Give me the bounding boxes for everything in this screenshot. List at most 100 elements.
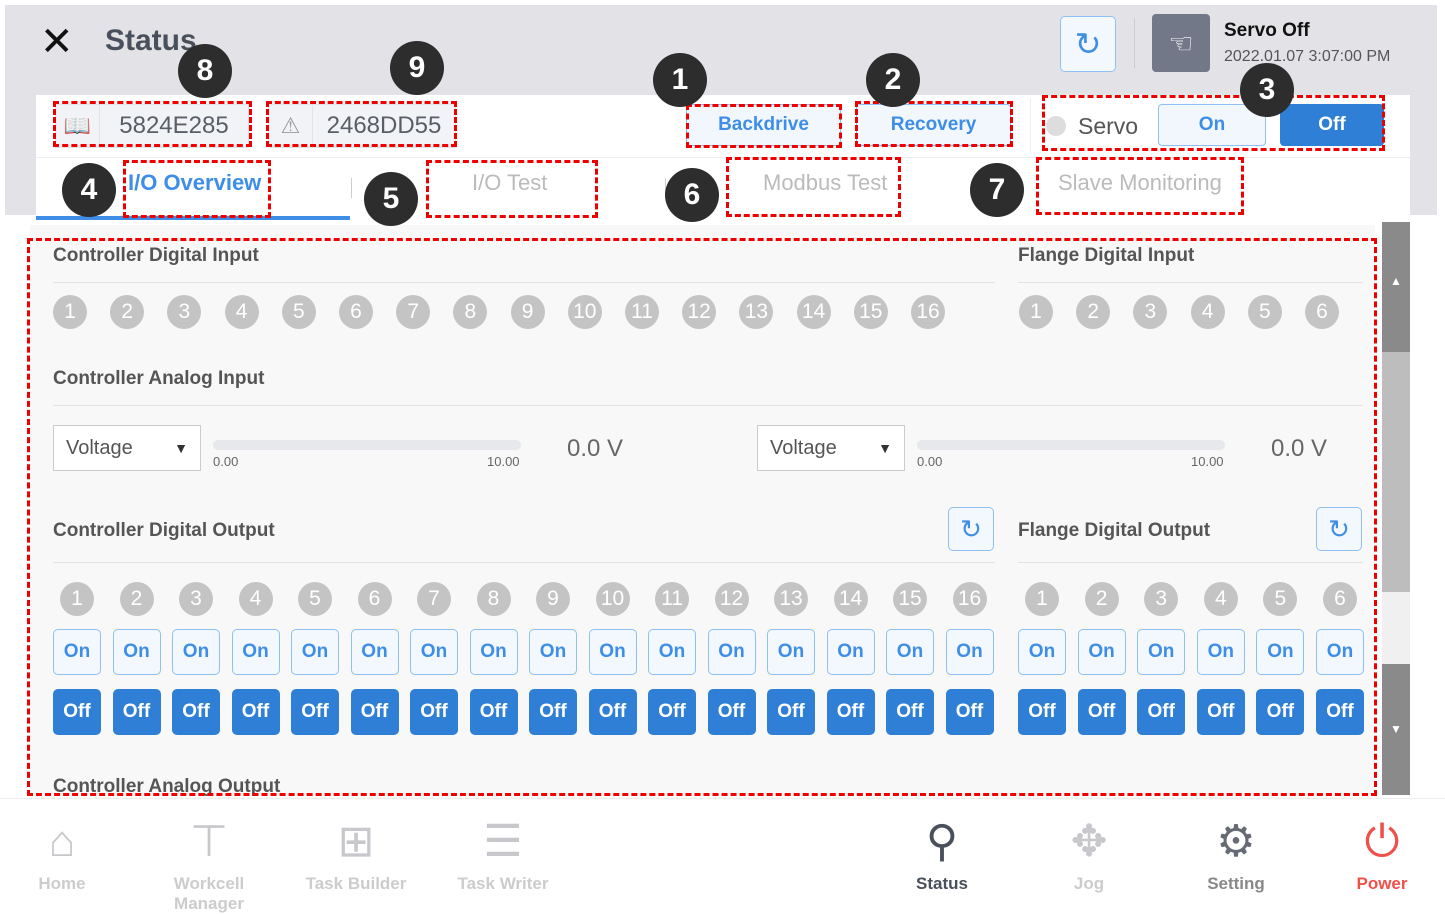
controller-output-off-button[interactable]: Off	[529, 689, 577, 735]
book-icon: 📖	[56, 105, 100, 147]
refresh-button[interactable]: ↻	[1060, 16, 1116, 72]
flange-output-on-button[interactable]: On	[1316, 629, 1364, 675]
controller-output-on-button[interactable]: On	[826, 629, 875, 675]
controller-output-indicator: 12	[714, 582, 749, 616]
controller-output-off-button[interactable]: Off	[291, 689, 339, 735]
flange-output-indicator: 5	[1263, 582, 1298, 616]
range-min: 0.00	[213, 454, 239, 469]
reset-controller-output-button[interactable]: ↻	[948, 507, 994, 551]
reset-flange-output-button[interactable]: ↻	[1316, 507, 1362, 551]
controller-output-off-button[interactable]: Off	[469, 689, 518, 735]
close-icon[interactable]: ✕	[40, 20, 74, 64]
scroll-up-button[interactable]: ▲	[1382, 222, 1410, 352]
flange-output-on-button[interactable]: On	[1077, 629, 1126, 675]
tab-slave-monitoring[interactable]: Slave Monitoring	[1058, 170, 1222, 195]
nav-status[interactable]: ⚲ Status	[872, 810, 1012, 894]
divider	[351, 178, 352, 198]
flange-output-off-button[interactable]: Off	[1196, 689, 1245, 735]
digital-input-indicator: 4	[224, 295, 259, 329]
analog-mode-select[interactable]: Voltage ▼	[53, 425, 201, 471]
select-value: Voltage	[66, 436, 133, 459]
controller-output-indicator: 7	[417, 582, 451, 616]
servo-off-button[interactable]: Off	[1280, 104, 1384, 146]
tab-io-test[interactable]: I/O Test	[472, 170, 548, 195]
select-value: Voltage	[770, 436, 837, 459]
backdrive-button[interactable]: Backdrive	[686, 104, 841, 146]
controller-output-on-button[interactable]: On	[945, 629, 994, 675]
arrow-down-icon: ▼	[1390, 722, 1402, 736]
controller-output-on-button[interactable]: On	[112, 629, 161, 675]
controller-output-off-button[interactable]: Off	[53, 689, 101, 735]
annotation-box	[266, 101, 457, 147]
nav-home[interactable]: ⌂ Home	[0, 810, 132, 894]
flange-output-on-button[interactable]: On	[1018, 629, 1066, 675]
controller-output-off-button[interactable]: Off	[112, 689, 161, 735]
tab-io-overview[interactable]: I/O Overview	[128, 170, 262, 195]
tab-modbus-test[interactable]: Modbus Test	[763, 170, 888, 195]
controller-output-off-button[interactable]: Off	[826, 689, 875, 735]
nav-label: Task Writer	[457, 874, 549, 893]
controller-output-off-button[interactable]: Off	[231, 689, 280, 735]
controller-output-on-button[interactable]: On	[707, 629, 756, 675]
controller-output-off-button[interactable]: Off	[707, 689, 756, 735]
servo-indicator	[1046, 116, 1066, 136]
controller-output-off-button[interactable]: Off	[172, 689, 220, 735]
controller-output-off-button[interactable]: Off	[886, 689, 934, 735]
controller-output-on-button[interactable]: On	[767, 629, 815, 675]
controller-output-off-button[interactable]: Off	[410, 689, 458, 735]
controller-output-indicator: 14	[833, 582, 868, 616]
scrollbar[interactable]: ▲ ▼	[1382, 222, 1410, 795]
flange-output-indicator: 2	[1084, 582, 1119, 616]
flange-output-on-button[interactable]: On	[1256, 629, 1305, 675]
flange-output-on-button[interactable]: On	[1137, 629, 1186, 675]
nav-setting[interactable]: ⚙ Setting	[1166, 810, 1306, 894]
controller-output-on-button[interactable]: On	[231, 629, 280, 675]
controller-output-off-button[interactable]: Off	[350, 689, 399, 735]
flange-input-indicator: 1	[1019, 295, 1053, 329]
nav-jog[interactable]: ✥ Jog	[1019, 810, 1159, 894]
section-title: Flange Digital Output	[1018, 520, 1211, 541]
annotation-badge: 9	[390, 41, 444, 95]
flange-input-indicator: 6	[1305, 295, 1339, 329]
scroll-down-button[interactable]: ▼	[1382, 664, 1410, 795]
controller-output-indicator: 11	[655, 582, 689, 616]
flange-input-indicator: 2	[1076, 295, 1111, 329]
digital-input-indicator: 5	[281, 295, 316, 329]
nav-task-writer[interactable]: ☰ Task Writer	[433, 810, 573, 894]
controller-output-off-button[interactable]: Off	[945, 689, 994, 735]
gear-icon: ⚙	[1216, 817, 1256, 866]
flange-output-off-button[interactable]: Off	[1256, 689, 1305, 735]
status-icon: ⚲	[925, 817, 959, 866]
nav-task-builder[interactable]: ⊞ Task Builder	[286, 810, 426, 894]
controller-output-on-button[interactable]: On	[291, 629, 339, 675]
controller-output-on-button[interactable]: On	[350, 629, 399, 675]
controller-output-on-button[interactable]: On	[53, 629, 101, 675]
recovery-button[interactable]: Recovery	[856, 104, 1011, 146]
controller-output-on-button[interactable]: On	[588, 629, 637, 675]
nav-workcell-manager[interactable]: ⊤ Workcell Manager	[139, 810, 279, 914]
controller-output-on-button[interactable]: On	[172, 629, 220, 675]
nav-power[interactable]: ⏻ Power	[1312, 810, 1445, 894]
controller-output-off-button[interactable]: Off	[648, 689, 696, 735]
id-box-1: 📖 5824E285	[55, 104, 249, 148]
controller-output-on-button[interactable]: On	[886, 629, 934, 675]
flange-output-off-button[interactable]: Off	[1077, 689, 1126, 735]
controller-output-off-button[interactable]: Off	[588, 689, 637, 735]
annotation-box	[855, 101, 1013, 147]
workcell-icon: ⊤	[189, 817, 229, 866]
controller-output-on-button[interactable]: On	[529, 629, 577, 675]
controller-output-on-button[interactable]: On	[469, 629, 518, 675]
flange-output-on-button[interactable]: On	[1196, 629, 1245, 675]
flange-output-off-button[interactable]: Off	[1137, 689, 1186, 735]
servo-on-button[interactable]: On	[1158, 104, 1266, 146]
controller-output-on-button[interactable]: On	[410, 629, 458, 675]
scroll-thumb[interactable]	[1382, 352, 1410, 592]
controller-output-indicator: 4	[238, 582, 273, 616]
analog-mode-select[interactable]: Voltage ▼	[757, 425, 905, 471]
flange-output-off-button[interactable]: Off	[1018, 689, 1066, 735]
digital-input-indicator: 7	[396, 295, 431, 329]
flange-output-off-button[interactable]: Off	[1316, 689, 1364, 735]
flange-output-indicator: 6	[1323, 582, 1357, 616]
controller-output-off-button[interactable]: Off	[767, 689, 815, 735]
controller-output-on-button[interactable]: On	[648, 629, 696, 675]
